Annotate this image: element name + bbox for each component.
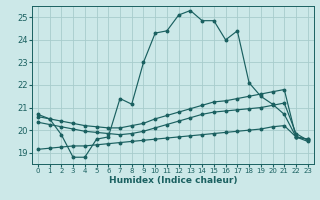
X-axis label: Humidex (Indice chaleur): Humidex (Indice chaleur) bbox=[108, 176, 237, 185]
